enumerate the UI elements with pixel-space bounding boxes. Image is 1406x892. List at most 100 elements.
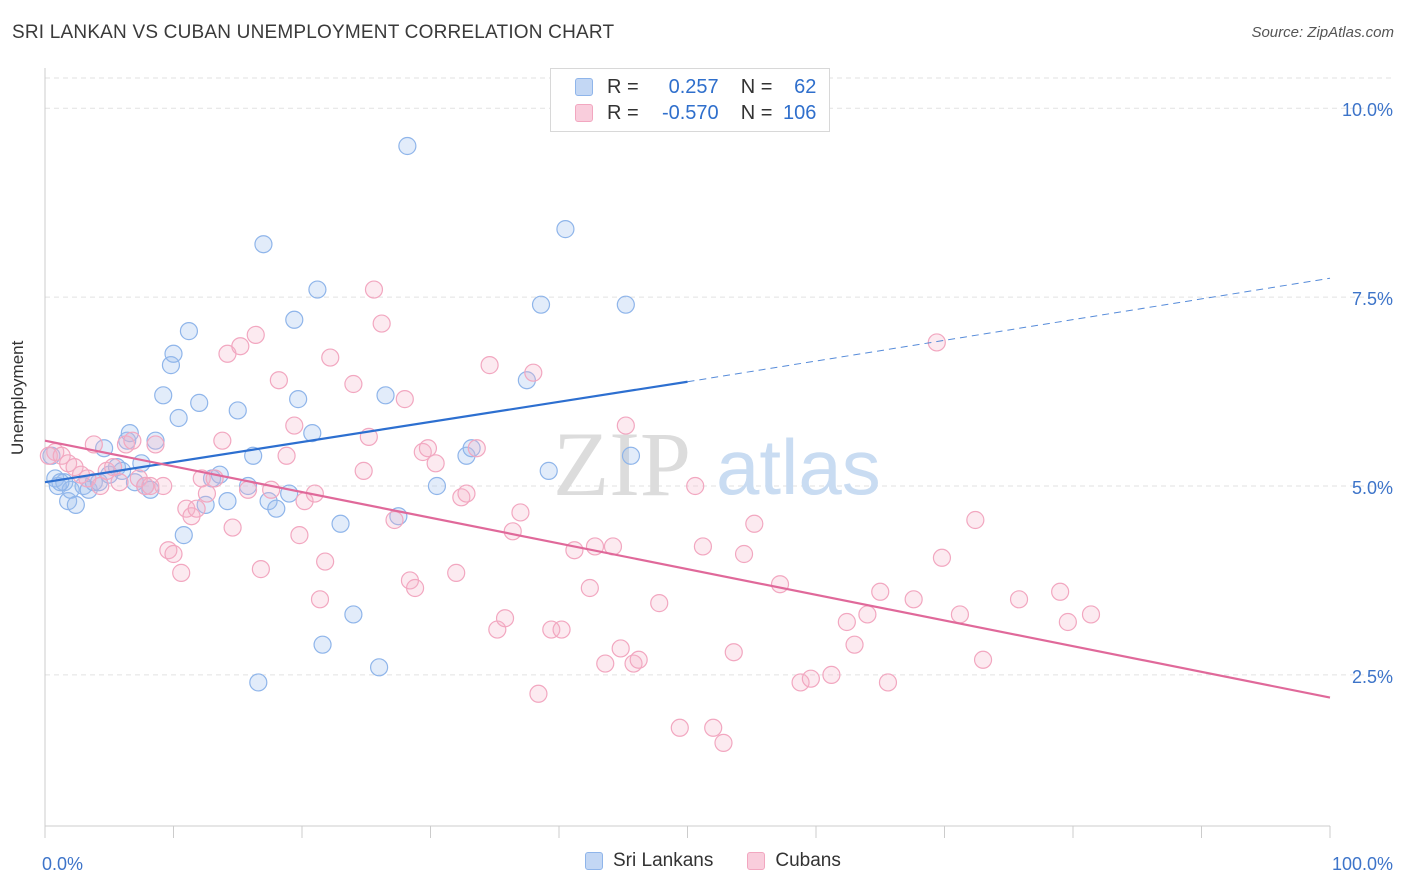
- stats-legend: R = 0.257 N = 62 R = -0.570 N = 106: [550, 68, 830, 132]
- point-cubans: [52, 446, 71, 465]
- point-cubans: [1051, 582, 1070, 601]
- point-cubans: [801, 669, 820, 688]
- point-sri-lankans: [313, 635, 332, 654]
- point-sri-lankans: [289, 390, 308, 409]
- point-cubans: [693, 537, 713, 556]
- r-value-cubans: -0.570: [661, 101, 719, 124]
- point-sri-lankans: [161, 356, 181, 375]
- point-sri-lankans: [244, 446, 263, 465]
- y-tick-label: 10.0%: [1342, 100, 1393, 120]
- axes: [44, 68, 1331, 838]
- point-cubans: [871, 582, 890, 601]
- point-cubans: [354, 461, 373, 480]
- point-cubans: [950, 605, 970, 624]
- point-cubans: [164, 544, 183, 564]
- source-label: Source: ZipAtlas.com: [1251, 24, 1394, 41]
- point-cubans: [172, 563, 191, 582]
- point-sri-lankans: [344, 605, 363, 624]
- point-cubans: [822, 665, 841, 684]
- point-sri-lankans: [621, 446, 641, 465]
- n-label: N =: [740, 101, 773, 124]
- point-cubans: [686, 476, 705, 496]
- trend-lines: [44, 277, 1331, 699]
- point-cubans: [231, 337, 250, 356]
- point-sri-lankans: [303, 424, 322, 443]
- watermark-atlas: atlas: [716, 423, 881, 511]
- point-cubans: [123, 431, 142, 450]
- legend-swatch-cubans: [747, 852, 766, 870]
- point-cubans: [447, 563, 466, 582]
- legend-item-sri-lankans[interactable]: Sri Lankans: [585, 850, 713, 872]
- point-sri-lankans: [370, 658, 389, 677]
- point-cubans: [321, 348, 340, 367]
- point-cubans: [246, 325, 265, 344]
- point-sri-lankans: [51, 473, 70, 492]
- trend-line-cubans: [44, 439, 1331, 699]
- n-value-sri-lankans: 62: [794, 75, 817, 98]
- point-cubans: [745, 514, 764, 533]
- point-cubans: [344, 374, 363, 394]
- point-cubans: [269, 371, 288, 390]
- point-sri-lankans: [427, 476, 447, 496]
- legend-row-sri-lankans: R = 0.257 N = 62: [575, 74, 816, 100]
- point-cubans: [858, 605, 877, 624]
- legend-swatch-cubans: [575, 104, 593, 122]
- point-cubans: [904, 590, 923, 609]
- point-cubans: [426, 454, 445, 473]
- point-cubans: [542, 620, 561, 639]
- point-cubans: [670, 718, 689, 737]
- point-cubans: [529, 684, 548, 703]
- y-tick-label: 5.0%: [1352, 478, 1393, 498]
- point-cubans: [136, 476, 155, 496]
- legend-swatch-sri-lankans: [575, 78, 593, 96]
- point-cubans: [596, 654, 615, 673]
- point-cubans: [146, 435, 165, 454]
- data-points: [39, 136, 1101, 752]
- point-sri-lankans: [616, 295, 635, 314]
- point-cubans: [511, 503, 530, 522]
- r-label: R =: [607, 75, 639, 98]
- point-cubans: [457, 484, 476, 503]
- point-cubans: [770, 575, 790, 594]
- x-tick-label-end: 100.0%: [1332, 854, 1393, 874]
- point-cubans: [845, 635, 864, 654]
- point-cubans: [524, 363, 543, 382]
- point-cubans: [480, 356, 499, 375]
- point-sri-lankans: [308, 280, 327, 299]
- point-cubans: [290, 526, 309, 545]
- point-sri-lankans: [556, 220, 575, 239]
- point-sri-lankans: [259, 492, 278, 511]
- point-cubans: [197, 484, 217, 503]
- point-cubans: [552, 620, 571, 639]
- point-cubans: [418, 439, 438, 458]
- point-cubans: [285, 416, 304, 435]
- point-sri-lankans: [331, 514, 350, 533]
- grid-lines: [45, 77, 1395, 676]
- legend-item-cubans[interactable]: Cubans: [747, 850, 841, 872]
- point-sri-lankans: [154, 386, 173, 405]
- point-sri-lankans: [376, 386, 395, 405]
- point-cubans: [91, 476, 110, 496]
- y-tick-label: 7.5%: [1352, 289, 1393, 309]
- point-cubans: [277, 446, 296, 465]
- point-sri-lankans: [517, 371, 536, 390]
- point-cubans: [734, 544, 754, 564]
- point-sri-lankans: [398, 136, 417, 156]
- point-cubans: [1009, 590, 1029, 609]
- legend-label-cubans: Cubans: [775, 850, 841, 871]
- point-sri-lankans: [267, 499, 286, 518]
- point-sri-lankans: [531, 295, 551, 314]
- point-cubans: [704, 718, 723, 737]
- point-cubans: [385, 510, 404, 530]
- trend-line-sri-lankans: [44, 380, 688, 484]
- point-cubans: [223, 518, 242, 537]
- point-sri-lankans: [66, 495, 85, 514]
- point-sri-lankans: [174, 526, 193, 545]
- point-sri-lankans: [164, 344, 183, 363]
- point-sri-lankans: [190, 393, 209, 412]
- point-cubans: [714, 733, 733, 752]
- point-cubans: [495, 609, 515, 628]
- point-cubans: [251, 560, 270, 579]
- point-cubans: [616, 416, 635, 435]
